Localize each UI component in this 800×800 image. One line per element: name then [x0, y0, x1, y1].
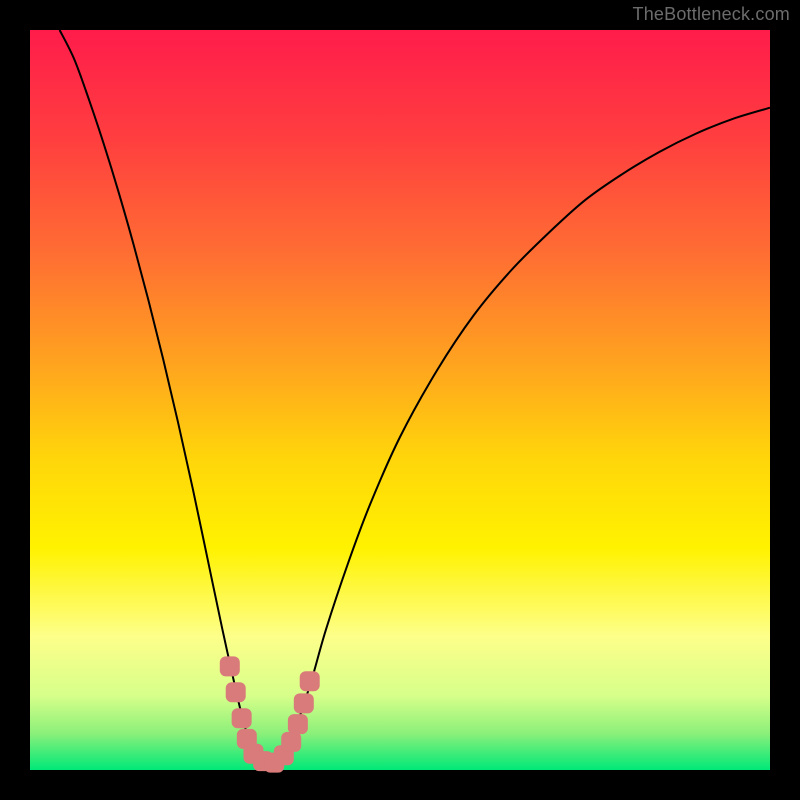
scatter-marker — [294, 693, 314, 713]
scatter-marker — [281, 732, 301, 752]
scatter-marker — [232, 708, 252, 728]
scatter-marker — [226, 682, 246, 702]
scatter-marker — [288, 714, 308, 734]
plot-background — [30, 30, 770, 770]
bottleneck-chart — [0, 0, 800, 800]
scatter-marker — [300, 671, 320, 691]
chart-container: TheBottleneck.com — [0, 0, 800, 800]
scatter-marker — [220, 656, 240, 676]
